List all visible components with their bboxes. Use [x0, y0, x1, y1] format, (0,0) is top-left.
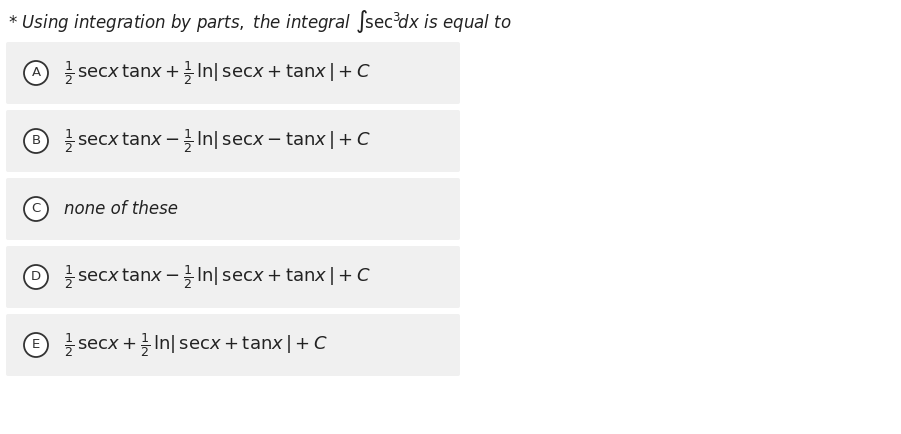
Text: B: B — [32, 135, 41, 148]
Text: D: D — [31, 270, 41, 283]
Circle shape — [24, 129, 48, 153]
FancyBboxPatch shape — [6, 246, 460, 308]
FancyBboxPatch shape — [6, 42, 460, 104]
Text: C: C — [32, 203, 41, 216]
Text: $\frac{1}{2}\,\mathrm{sec}x\,\mathrm{tan}x + \frac{1}{2}\,\mathrm{ln}|\,\mathrm{: $\frac{1}{2}\,\mathrm{sec}x\,\mathrm{tan… — [64, 59, 371, 87]
Circle shape — [24, 197, 48, 221]
Text: $\frac{1}{2}\,\mathrm{sec}x + \frac{1}{2}\,\mathrm{ln}|\,\mathrm{sec}x+\mathrm{t: $\frac{1}{2}\,\mathrm{sec}x + \frac{1}{2… — [64, 331, 328, 359]
Text: none of these: none of these — [64, 200, 178, 218]
Text: $*\ \it{Using\ integration\ by\ parts,\ the\ integral}$$\ \int\!\mathrm{sec}^3\!: $*\ \it{Using\ integration\ by\ parts,\ … — [8, 8, 512, 35]
Text: A: A — [32, 66, 41, 79]
Circle shape — [24, 265, 48, 289]
Text: $\frac{1}{2}\,\mathrm{sec}x\,\mathrm{tan}x - \frac{1}{2}\,\mathrm{ln}|\,\mathrm{: $\frac{1}{2}\,\mathrm{sec}x\,\mathrm{tan… — [64, 127, 371, 155]
FancyBboxPatch shape — [6, 110, 460, 172]
Text: E: E — [32, 339, 41, 352]
Circle shape — [24, 333, 48, 357]
Circle shape — [24, 61, 48, 85]
FancyBboxPatch shape — [6, 314, 460, 376]
Text: $\frac{1}{2}\,\mathrm{sec}x\,\mathrm{tan}x - \frac{1}{2}\,\mathrm{ln}|\,\mathrm{: $\frac{1}{2}\,\mathrm{sec}x\,\mathrm{tan… — [64, 263, 371, 291]
FancyBboxPatch shape — [6, 178, 460, 240]
